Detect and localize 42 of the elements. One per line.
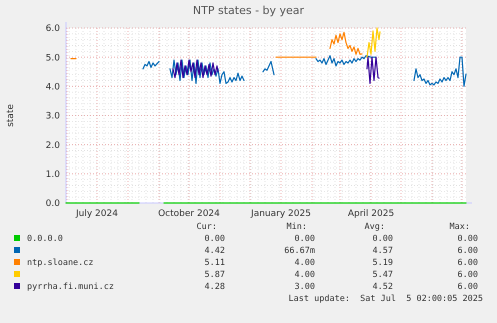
legend-label: pyrrha.fi.muni.cz <box>27 282 114 292</box>
y-tick-label: 2.0 <box>46 140 60 151</box>
y-tick-label: 1.0 <box>46 170 60 180</box>
text: 0.00 <box>458 234 478 244</box>
text: 5.87 <box>204 270 225 280</box>
text: 4.57 <box>372 246 393 256</box>
y-tick-label: 6.0 <box>46 24 60 34</box>
text: Min: <box>286 222 307 232</box>
text: 4.52 <box>372 282 393 292</box>
text: 6.00 <box>458 282 478 292</box>
line-series <box>366 27 381 58</box>
text: 4.00 <box>294 270 315 280</box>
text: Cur: <box>196 222 217 232</box>
text: 5.11 <box>204 258 225 268</box>
y-tick-label: 4.0 <box>46 82 60 92</box>
x-tick-label: January 2025 <box>250 209 311 219</box>
y-axis-title: state <box>6 104 16 127</box>
y-tick-label: 0.0 <box>46 199 60 210</box>
text: Max: <box>450 222 470 232</box>
x-tick-label: October 2024 <box>158 209 220 219</box>
text: 4.28 <box>204 282 225 292</box>
chart-title: NTP states - by year <box>192 4 305 17</box>
text: 0.00 <box>372 234 393 244</box>
text: 4.00 <box>294 258 315 268</box>
text: Avg: <box>364 222 385 232</box>
x-tick-label: April 2025 <box>348 209 394 219</box>
y-tick-label: 5.0 <box>46 53 60 64</box>
text: 6.00 <box>458 258 478 268</box>
text: 5.47 <box>372 270 393 280</box>
y-tick-label: 3.0 <box>46 112 60 122</box>
text: 5.19 <box>372 258 393 268</box>
text: 0.00 <box>204 234 225 244</box>
text: 66.67m <box>284 246 315 256</box>
text: 3.00 <box>294 282 315 292</box>
legend-label: 0.0.0.0 <box>27 234 63 244</box>
text: 4.42 <box>204 246 225 256</box>
text: 6.00 <box>458 246 478 256</box>
legend-label: ntp.sloane.cz <box>27 258 94 268</box>
text: Last update: Sat Jul 5 02:00:05 2025 <box>288 294 483 304</box>
text: 0.00 <box>294 234 315 244</box>
text: 6.00 <box>458 270 478 280</box>
x-tick-label: July 2024 <box>75 209 118 219</box>
